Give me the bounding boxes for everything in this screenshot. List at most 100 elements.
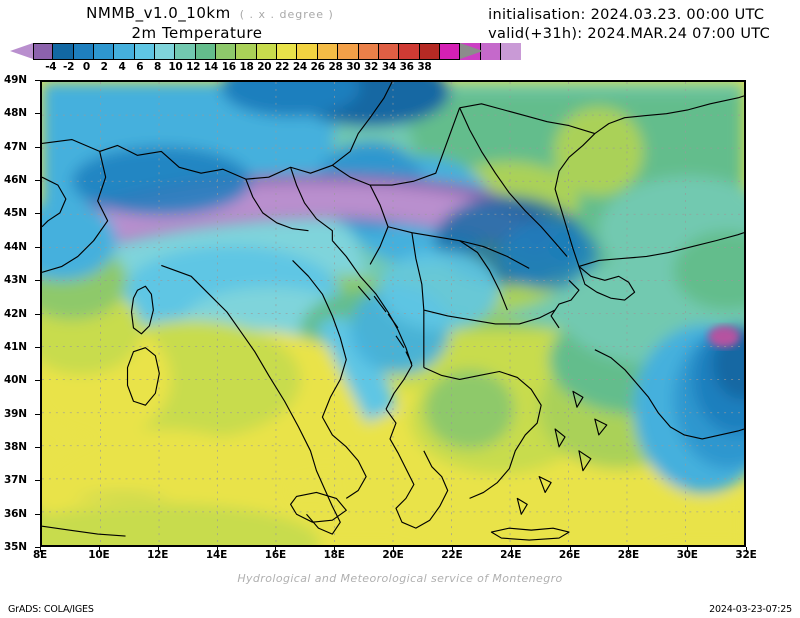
colorbar-segment-12	[277, 43, 298, 60]
lat-tick-36N: 36N	[4, 507, 27, 520]
colorbar-tick-4: 4	[118, 61, 126, 73]
header-left-block: NMMB_v1.0_10km ( . x . degree ) 2m Tempe…	[0, 4, 420, 42]
lat-tick-42N: 42N	[4, 307, 27, 320]
initialisation-time: initialisation: 2024.03.23. 00:00 UTC	[488, 7, 765, 23]
lat-tick-38N: 38N	[4, 440, 27, 453]
colorbar-tick-6: 6	[136, 61, 144, 73]
grads-tag: GrADS: COLA/IGES	[8, 604, 94, 615]
lat-tick-44N: 44N	[4, 240, 27, 253]
colorbar-segment-5	[134, 43, 156, 60]
lat-tick-mark	[35, 480, 40, 482]
lon-tick-26E: 26E	[558, 549, 581, 561]
colorbar: -4 -2 0 2 4 6 8 10 12 14 16 18 20 22 24 26 28 30 32 34 36 38	[8, 43, 522, 74]
lon-tick-mark	[510, 547, 512, 552]
lat-tick-mark	[35, 113, 40, 115]
temperature-field	[42, 82, 744, 545]
lat-tick-mark	[35, 513, 40, 515]
colorbar-tick-12: 12	[186, 61, 201, 73]
lat-tick-mark	[35, 346, 40, 348]
colorbar-tick-16: 16	[221, 61, 236, 73]
lat-tick-mark	[35, 146, 40, 148]
graticule	[42, 82, 744, 545]
colorbar-tick-28: 28	[328, 61, 343, 73]
colorbar-segment-22	[480, 43, 501, 60]
colorbar-segment-6	[155, 43, 176, 60]
colorbar-tick-24: 24	[292, 61, 307, 73]
colorbar-segment-17	[378, 43, 400, 60]
lat-tick-mark	[35, 313, 40, 315]
colorbar-tick-22: 22	[275, 61, 290, 73]
map-plot-area[interactable]	[40, 80, 746, 547]
header-right-block: initialisation: 2024.03.23. 00:00 UTC va…	[488, 6, 770, 44]
lat-tick-mark	[35, 380, 40, 382]
credit-line: Hydrological and Meteorological service …	[237, 572, 563, 585]
colorbar-segment-15	[338, 43, 359, 60]
model-title-row: NMMB_v1.0_10km ( . x . degree )	[0, 4, 420, 22]
lat-tick-37N: 37N	[4, 474, 27, 487]
colorbar-segment-19	[419, 43, 440, 60]
lon-tick-mark	[40, 547, 41, 552]
lon-tick-32E: 32E	[735, 549, 757, 561]
lat-tick-43N: 43N	[4, 274, 27, 287]
lon-tick-mark	[216, 547, 218, 552]
colorbar-tick-18: 18	[239, 61, 254, 73]
model-name: NMMB_v1.0_10km	[86, 4, 231, 22]
lat-tick-mark	[35, 446, 40, 448]
colorbar-segment-14	[317, 43, 339, 60]
colorbar-segment-3	[94, 43, 115, 60]
field-name: 2m Temperature	[131, 24, 263, 42]
units-note: ( . x . degree )	[239, 8, 334, 21]
lat-tick-46N: 46N	[4, 174, 27, 187]
colorbar-tick-8: 8	[154, 61, 162, 73]
lon-tick-18E: 18E	[323, 549, 345, 561]
valid-time: valid(+31h): 2024.MAR.24 07:00 UTC	[488, 26, 770, 42]
colorbar-tick-10: 10	[168, 61, 183, 73]
lon-tick-mark	[687, 547, 689, 552]
lat-tick-mark	[35, 280, 40, 282]
colorbar-tick--4: -4	[45, 61, 57, 73]
lon-tick-mark	[275, 547, 277, 552]
colorbar-tick-36: 36	[399, 61, 414, 73]
lat-tick-mark	[35, 413, 40, 415]
lat-tick-mark	[35, 213, 40, 215]
lat-tick-47N: 47N	[4, 140, 27, 153]
lon-tick-mark	[746, 547, 747, 552]
lat-tick-49N: 49N	[4, 74, 27, 86]
lon-tick-8E: 8E	[32, 549, 48, 561]
lon-tick-10E: 10E	[88, 549, 110, 561]
lat-tick-48N: 48N	[4, 107, 27, 120]
colorbar-under-arrow-icon	[10, 43, 33, 59]
lon-tick-mark	[157, 547, 159, 552]
colorbar-over-arrow-icon	[460, 43, 483, 59]
lat-tick-41N: 41N	[4, 340, 27, 353]
colorbar-tick--2: -2	[63, 61, 75, 73]
colorbar-tick-32: 32	[364, 61, 379, 73]
colorbar-tick-38: 38	[417, 61, 432, 73]
lon-tick-mark	[98, 547, 100, 552]
lat-tick-45N: 45N	[4, 207, 27, 220]
lat-tick-39N: 39N	[4, 407, 27, 420]
colorbar-segment-23	[500, 43, 522, 60]
lon-tick-28E: 28E	[617, 549, 639, 561]
lon-tick-22E: 22E	[441, 549, 463, 561]
lon-tick-mark	[334, 547, 336, 552]
colorbar-segment-8	[195, 43, 217, 60]
coastlines-and-borders	[42, 82, 744, 541]
colorbar-tick-26: 26	[310, 61, 325, 73]
colorbar-tick-34: 34	[381, 61, 396, 73]
colorbar-segment-10	[236, 43, 257, 60]
lat-tick-mark	[35, 547, 40, 548]
colorbar-tick-labels: -4 -2 0 2 4 6 8 10 12 14 16 18 20 22 24 26 28 30 32 34 36 38	[33, 61, 460, 74]
colorbar-segment-18	[399, 43, 420, 60]
colorbar-segment-4	[114, 43, 135, 60]
lat-tick-mark	[35, 246, 40, 248]
colorbar-segment-1	[53, 43, 74, 60]
colorbar-segment-13	[297, 43, 318, 60]
colorbar-segment-20	[439, 43, 461, 60]
colorbar-segment-7	[175, 43, 196, 60]
generation-timestamp: 2024-03-23-07:25	[709, 604, 792, 615]
lon-tick-30E: 30E	[676, 549, 698, 561]
colorbar-segment-2	[73, 43, 95, 60]
colorbar-segment-9	[216, 43, 237, 60]
colorbar-tick-30: 30	[346, 61, 361, 73]
